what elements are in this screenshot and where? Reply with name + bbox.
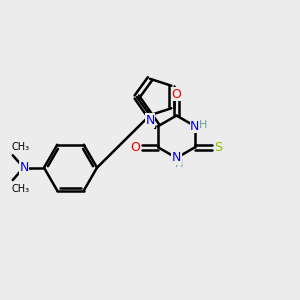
Text: H: H <box>199 120 207 130</box>
Text: O: O <box>130 141 140 154</box>
Text: N: N <box>190 120 200 133</box>
Text: N: N <box>19 161 29 174</box>
Text: N: N <box>145 114 155 127</box>
Text: O: O <box>172 88 182 100</box>
Text: N: N <box>172 152 181 164</box>
Text: S: S <box>214 141 222 154</box>
Text: CH₃: CH₃ <box>11 184 29 194</box>
Text: CH₃: CH₃ <box>11 142 29 152</box>
Text: H: H <box>175 159 184 170</box>
